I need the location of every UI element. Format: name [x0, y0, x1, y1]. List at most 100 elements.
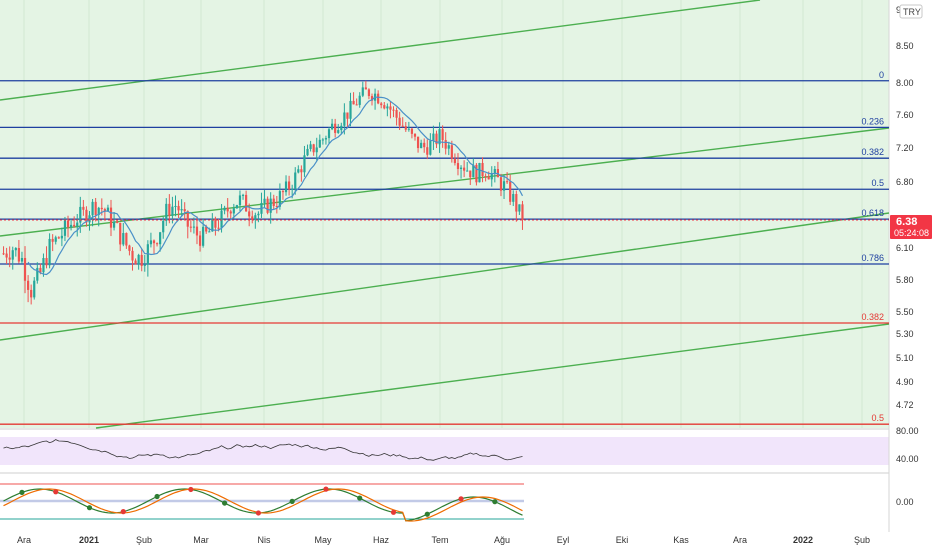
candle-body [429, 140, 432, 155]
candle-body [155, 243, 159, 245]
osc-axis-label: 0.00 [896, 497, 914, 507]
candle-body [119, 222, 122, 245]
candle-body [475, 164, 478, 183]
candle-body [502, 181, 506, 191]
candle-body [217, 227, 220, 229]
candle-body [420, 142, 423, 149]
candle-body [146, 244, 149, 265]
candle-body [143, 264, 146, 266]
candle-body [281, 191, 285, 193]
price-axis-label: 6.10 [896, 243, 914, 253]
candle-body [416, 136, 420, 149]
candle-body [214, 218, 217, 228]
candle-body [73, 224, 76, 227]
price-axis-label: 4.72 [896, 400, 914, 410]
candle-body [27, 280, 30, 290]
osc-signal-dot [289, 498, 295, 504]
candle-body [263, 198, 266, 203]
candle-body [367, 89, 371, 97]
candle-body [284, 181, 288, 193]
fib-level-label: 0.5 [871, 178, 884, 188]
candle-body [453, 158, 457, 164]
candle-body [441, 129, 444, 141]
candle-body [211, 218, 214, 232]
candle-body [294, 172, 297, 189]
candle-body [11, 250, 14, 260]
fib-level-label: 0.618 [861, 208, 884, 218]
osc-signal-dot [188, 486, 194, 493]
candle-body [499, 177, 503, 191]
candle-body [128, 245, 131, 251]
candle-body [312, 144, 315, 153]
candle-body [346, 112, 349, 119]
candle-body [324, 138, 328, 140]
candle-body [395, 109, 398, 118]
time-axis-label: Şub [136, 535, 152, 545]
channel-line [0, 0, 761, 101]
osc-signal-dot [255, 510, 261, 516]
osc-signal-dot [458, 496, 464, 502]
time-axis-label: Ara [733, 535, 747, 545]
candle-body [137, 254, 140, 265]
candle-body [484, 175, 487, 177]
candle-body [171, 206, 174, 216]
candle-body [232, 208, 235, 214]
candle-body [238, 195, 242, 206]
candle-body [174, 205, 177, 207]
main-pane-background [0, 0, 889, 428]
candle-body [444, 140, 447, 149]
candle-body [459, 167, 463, 169]
rsi-line [3, 439, 523, 461]
candle-body [8, 257, 11, 260]
candle-body [297, 169, 300, 173]
candle-body [192, 226, 196, 228]
candle-body [131, 250, 134, 261]
candle-body [309, 144, 312, 149]
currency-badge[interactable] [899, 4, 923, 19]
candle-body [208, 231, 211, 233]
candle-body [91, 201, 94, 216]
candle-body [472, 164, 475, 178]
candle-body [180, 209, 183, 211]
candle-body [337, 130, 340, 133]
candle-body [275, 205, 278, 207]
candle-body [358, 95, 361, 105]
osc-signal-dot [120, 509, 126, 515]
fib-level-label: 0.786 [861, 253, 884, 263]
candle-body [266, 198, 269, 213]
candle-body [226, 207, 229, 212]
candle-body [432, 133, 435, 141]
channel-line [0, 127, 890, 237]
candle-body [410, 128, 414, 134]
candle-body [23, 258, 27, 281]
candle-body [45, 258, 48, 266]
candle-body [85, 209, 88, 223]
candle-body [515, 194, 518, 212]
candle-body [291, 188, 294, 190]
candle-body [229, 211, 232, 214]
countdown-label: 05:24:08 [894, 228, 929, 238]
candle-body [69, 224, 73, 228]
candle-body [469, 170, 472, 178]
fib-level-label: 0.382 [861, 312, 884, 322]
candle-body [165, 203, 168, 221]
fib-level-label: 0.5 [871, 413, 884, 423]
candle-body [330, 123, 334, 130]
candle-body [189, 226, 192, 228]
candle-body [112, 221, 116, 228]
candle-body [42, 258, 45, 273]
candle-body [370, 96, 374, 101]
candle-body [202, 226, 205, 246]
candle-body [487, 176, 490, 180]
candle-body [109, 207, 113, 228]
osc-signal-dot [222, 500, 228, 506]
currency-label[interactable]: TRY [903, 7, 921, 17]
candle-body [349, 100, 352, 119]
candle-body [272, 198, 275, 206]
candle-body [509, 181, 512, 202]
time-axis-label: Eki [616, 535, 629, 545]
channel-line [95, 323, 890, 429]
candle-body [183, 209, 186, 212]
